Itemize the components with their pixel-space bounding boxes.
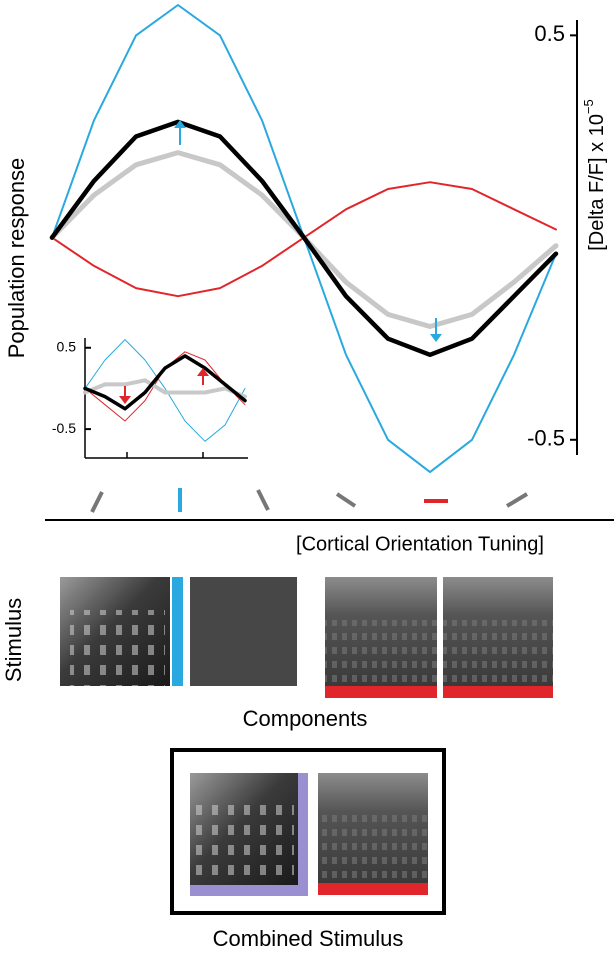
y2-label-exponent: −5 [581, 99, 596, 114]
series-line [83, 378, 247, 399]
x-label: [Cortical Orientation Tuning] [296, 533, 544, 555]
red-bar [443, 686, 553, 698]
stimulus-image-texture [325, 620, 437, 686]
stimulus-image-texture [318, 815, 428, 883]
series-line [83, 354, 247, 411]
y2-label: [Delta F/F] x 10−5 [581, 99, 608, 251]
y2-label-text: [Delta F/F] x 10 [586, 114, 608, 251]
series-line [49, 119, 559, 358]
purple-bar [298, 773, 308, 896]
red-bar [318, 883, 428, 895]
blue-bar [172, 577, 183, 686]
red-bar [325, 686, 437, 698]
stimulus-image-texture [196, 805, 294, 885]
annotation-arrowhead [197, 368, 209, 376]
inset-axes [84, 338, 248, 459]
y-tick-label: 0.5 [57, 338, 77, 354]
orientation-markers [90, 488, 529, 513]
combined-frame [170, 748, 446, 915]
annotation-arrowhead [174, 120, 186, 128]
y-tick-label: -0.5 [52, 420, 76, 436]
components-label: Components [243, 706, 368, 731]
combined-label: Combined Stimulus [213, 926, 404, 951]
stimulus-image [190, 577, 297, 686]
stimulus-label: Stimulus [1, 598, 26, 682]
stimulus-image-texture [70, 610, 165, 686]
series-line [84, 339, 246, 442]
y-tick-label: -0.5 [527, 426, 565, 451]
stimulus-panel: Stimulus Components Combined Stimulus [1, 577, 553, 951]
annotation-arrowhead [119, 396, 131, 404]
y-tick-label: 0.5 [534, 21, 565, 46]
annotation-arrowhead [430, 334, 442, 342]
purple-bar [190, 885, 308, 896]
y-label: Population response [4, 158, 29, 359]
stimulus-image-texture [443, 620, 553, 686]
